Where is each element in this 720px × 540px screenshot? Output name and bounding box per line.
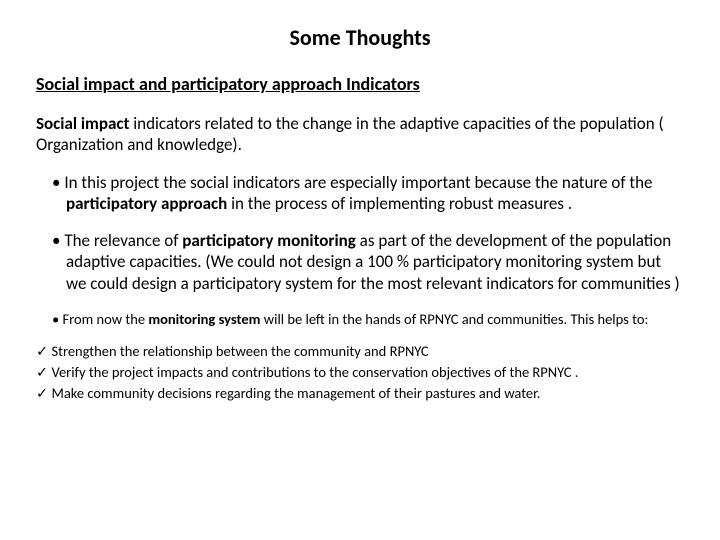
slide-title: Some Thoughts: [36, 24, 684, 51]
bullet2-b: participatory monitoring: [182, 230, 356, 251]
bullet1-a: In this project the social indicators ar…: [64, 172, 652, 193]
bullet3-a: From now the: [63, 310, 149, 328]
bullet-list: In this project the social indicators ar…: [36, 172, 684, 328]
check-list: Strengthen the relationship between the …: [36, 342, 684, 402]
intro-bold: Social impact: [36, 113, 129, 134]
check-item-2: Verify the project impacts and contribut…: [36, 363, 684, 381]
bullet1-b: participatory approach: [66, 193, 227, 214]
bullet1-c: in the process of implementing robust me…: [227, 193, 572, 214]
check-item-3: Make community decisions regarding the m…: [36, 384, 684, 402]
intro-paragraph: Social impact indicators related to the …: [36, 113, 684, 156]
check-item-1: Strengthen the relationship between the …: [36, 342, 684, 360]
bullet-item-2: The relevance of participatory monitorin…: [44, 230, 684, 294]
bullet3-c: will be left in the hands of RPNYC and c…: [260, 310, 648, 328]
section-subtitle: Social impact and participatory approach…: [36, 73, 684, 95]
intro-rest: indicators related to the change in the …: [36, 113, 664, 155]
bullet-item-1: In this project the social indicators ar…: [44, 172, 684, 215]
bullet3-b: monitoring system: [148, 310, 260, 328]
bullet-item-3: From now the monitoring system will be l…: [44, 310, 684, 328]
bullet2-a: The relevance of: [64, 230, 182, 251]
